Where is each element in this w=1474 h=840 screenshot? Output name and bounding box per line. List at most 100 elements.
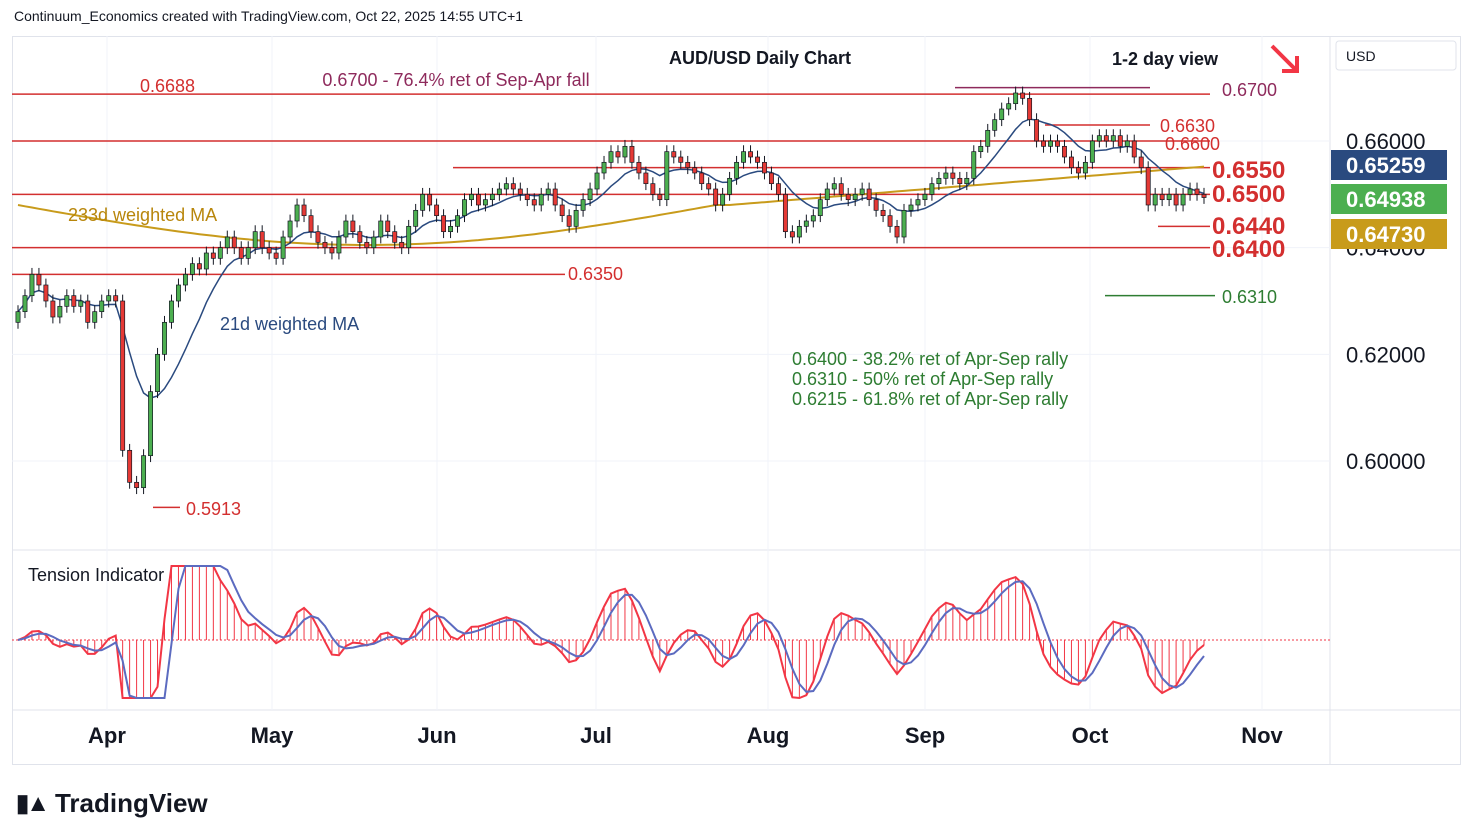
candle xyxy=(1069,150,1074,175)
candle xyxy=(971,145,977,185)
candle xyxy=(357,225,363,249)
candle xyxy=(573,203,579,233)
candle xyxy=(308,209,314,239)
candle xyxy=(329,241,335,260)
candle xyxy=(413,203,419,233)
candle xyxy=(315,225,321,249)
candle xyxy=(266,241,272,260)
candle xyxy=(929,177,935,201)
rally-retracement-2: 0.6310 - 50% ret of Apr-Sep rally xyxy=(792,369,1053,389)
candle xyxy=(1124,134,1130,153)
candle xyxy=(762,155,767,180)
candle xyxy=(1138,150,1144,175)
candle xyxy=(364,235,370,255)
candle xyxy=(259,225,265,255)
candle xyxy=(496,182,502,201)
candle xyxy=(922,187,928,207)
candle xyxy=(692,161,698,180)
candle xyxy=(622,139,628,164)
candle xyxy=(517,182,523,201)
candle xyxy=(1117,129,1123,153)
candle xyxy=(852,187,858,207)
candle xyxy=(803,214,809,233)
candle xyxy=(894,219,900,244)
candlesticks xyxy=(15,86,1207,495)
candle xyxy=(915,193,921,212)
tradingview-logo[interactable]: ▮▲ TradingView xyxy=(16,788,208,819)
candle xyxy=(1027,91,1033,127)
candle xyxy=(985,123,991,153)
candle xyxy=(727,171,733,201)
candle xyxy=(552,182,558,212)
candle xyxy=(503,177,509,196)
candle xyxy=(378,214,384,244)
candle xyxy=(350,214,356,239)
candle xyxy=(789,225,795,244)
candle xyxy=(943,166,949,185)
svg-text:0.64938: 0.64938 xyxy=(1346,187,1426,212)
currency-selector[interactable] xyxy=(1335,40,1457,71)
candle xyxy=(287,214,293,244)
candle xyxy=(594,166,600,196)
candle xyxy=(427,187,433,212)
candle xyxy=(1110,129,1116,148)
candle xyxy=(1034,113,1040,148)
candle xyxy=(392,225,398,249)
ma21-path xyxy=(17,118,1205,399)
level-label-0.6500: 0.6500 xyxy=(1212,181,1285,208)
time-axis: Apr May Jun Jul Aug Sep Oct Nov xyxy=(88,723,1283,748)
candle xyxy=(957,171,963,191)
candle xyxy=(64,289,70,313)
level-label-0.6550: 0.6550 xyxy=(1212,157,1285,184)
candle xyxy=(1187,182,1193,201)
candle xyxy=(141,449,147,495)
candle xyxy=(678,150,684,169)
price-badge: 0.65259 xyxy=(1331,150,1447,180)
candle xyxy=(1013,86,1019,111)
price-badge: 0.64730 xyxy=(1331,219,1447,249)
candle xyxy=(643,166,649,191)
candle xyxy=(441,209,447,239)
candle xyxy=(755,150,760,169)
candle xyxy=(482,193,488,212)
candle xyxy=(699,166,705,191)
level-label-0.5913: 0.5913 xyxy=(186,499,241,519)
candle xyxy=(1159,187,1165,207)
candle xyxy=(838,177,844,201)
level-label-0.6350: 0.6350 xyxy=(568,264,623,284)
candle xyxy=(713,182,719,212)
currency-label: USD xyxy=(1346,48,1376,64)
candle xyxy=(238,241,244,265)
candle xyxy=(182,267,188,292)
candle xyxy=(734,155,740,185)
candle xyxy=(406,219,412,255)
candle xyxy=(615,145,621,164)
candle xyxy=(71,289,77,313)
candle xyxy=(992,113,998,137)
candle xyxy=(385,214,391,239)
candle xyxy=(873,193,879,217)
candle xyxy=(796,219,802,244)
candle xyxy=(294,198,300,228)
candle xyxy=(252,225,258,255)
candle xyxy=(273,246,279,265)
candle xyxy=(22,289,28,319)
candle xyxy=(741,145,746,169)
tension-signal-line xyxy=(17,565,1205,699)
candle xyxy=(824,182,830,207)
candle xyxy=(664,145,670,207)
candle xyxy=(531,193,537,212)
candle xyxy=(1152,187,1158,212)
candle xyxy=(148,385,153,463)
candle xyxy=(1201,187,1207,204)
candle xyxy=(566,209,572,233)
candle xyxy=(1145,161,1151,212)
candle xyxy=(455,209,460,233)
ma233-label: 233d weighted MA xyxy=(68,205,217,225)
candle xyxy=(685,155,691,175)
ma233-line xyxy=(17,165,1205,246)
candle xyxy=(636,155,642,180)
candle xyxy=(608,145,614,169)
